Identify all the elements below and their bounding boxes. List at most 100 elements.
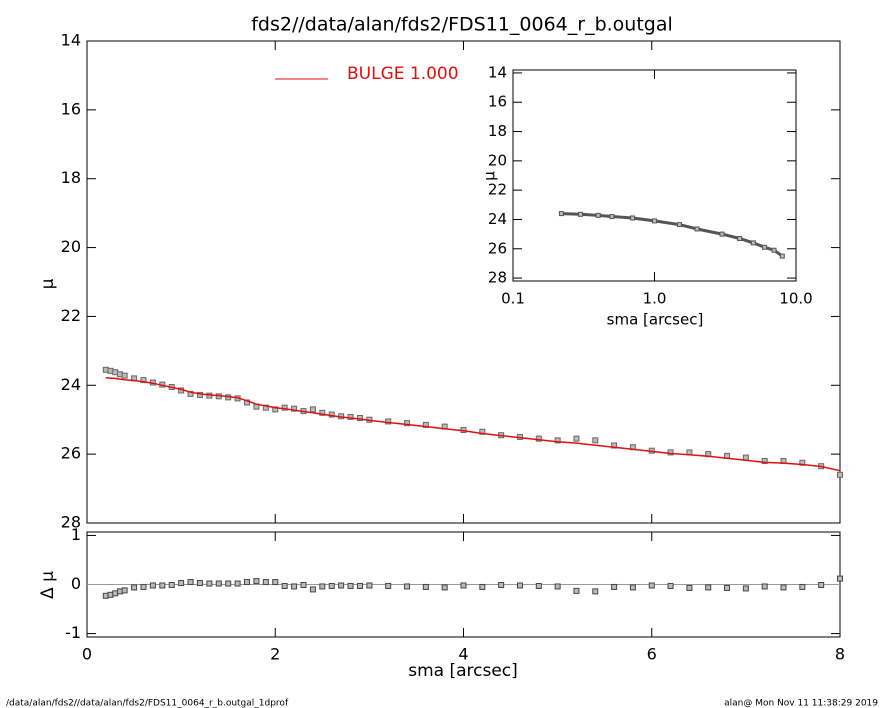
y-tick-label: 22 [61, 306, 81, 325]
data-point [272, 579, 279, 586]
series-line [105, 376, 841, 472]
data-point [187, 390, 194, 397]
data-point [737, 236, 743, 242]
data-point [196, 391, 203, 398]
inset-y-axis-label: μ [481, 171, 499, 181]
data-point [244, 579, 251, 586]
x-tick-label: 0 [82, 645, 92, 664]
data-point [121, 372, 128, 379]
data-point [149, 582, 156, 589]
data-point [780, 584, 787, 591]
data-point [837, 575, 843, 582]
data-point [404, 583, 411, 590]
y-tick-label: 24 [61, 375, 81, 394]
data-point [385, 582, 392, 589]
data-point [818, 581, 825, 588]
data-point [719, 231, 725, 237]
y-tick-label: 14 [488, 63, 507, 81]
data-point [667, 582, 674, 589]
data-point [676, 222, 682, 228]
footer-right: alan@ Mon Nov 11 11:38:29 2019 [724, 699, 878, 708]
data-point [281, 404, 288, 411]
legend-label: BULGE 1.000 [347, 64, 459, 84]
y-tick-label: 16 [488, 93, 507, 111]
y-tick-label: 16 [61, 99, 81, 118]
data-point [592, 437, 599, 444]
data-point [422, 583, 429, 590]
y-tick-label: 24 [488, 210, 507, 228]
data-point [742, 454, 749, 461]
data-point [799, 583, 806, 590]
y-tick-label: 28 [488, 269, 507, 287]
data-point [347, 582, 354, 589]
data-point [300, 581, 307, 588]
data-point [272, 406, 279, 413]
data-point [309, 586, 316, 593]
data-point [291, 405, 298, 412]
data-point [404, 420, 411, 427]
data-point [761, 458, 768, 465]
data-point [558, 211, 564, 217]
data-point [159, 582, 166, 589]
x-tick-label: 0.1 [501, 290, 525, 308]
data-point [178, 580, 185, 587]
plot-frame [512, 69, 797, 282]
data-point [648, 582, 655, 589]
data-point [799, 459, 806, 466]
data-point [140, 583, 147, 590]
inset-x-axis-label: sma [arcsec] [607, 311, 704, 329]
x-tick-label: 1.0 [643, 290, 667, 308]
y-tick-label: 28 [61, 513, 81, 532]
data-point [762, 244, 768, 250]
data-point [281, 582, 288, 589]
y-tick-label: 20 [61, 237, 81, 256]
data-point [422, 421, 429, 428]
data-point [225, 580, 232, 587]
data-point [309, 406, 316, 413]
data-point [338, 582, 345, 589]
data-point [140, 377, 147, 384]
y-tick-label: -1 [65, 623, 81, 642]
residual-y-axis-label: Δ μ [38, 571, 58, 599]
data-point [187, 579, 194, 586]
data-point [168, 581, 175, 588]
y-tick-label: 1 [71, 525, 81, 544]
data-point [609, 214, 615, 220]
data-point [319, 583, 326, 590]
y-tick-label: 26 [61, 444, 81, 463]
x-tick-label: 2 [270, 645, 280, 664]
data-point [516, 582, 523, 589]
data-point [630, 215, 636, 221]
data-point [253, 578, 260, 585]
data-point [262, 579, 269, 586]
data-point [573, 587, 580, 594]
y-tick-label: 22 [488, 181, 507, 199]
y-tick-label: 18 [488, 122, 507, 140]
x-tick-label: 6 [647, 645, 657, 664]
data-point [742, 585, 749, 592]
data-point [206, 580, 213, 587]
data-point [196, 580, 203, 587]
data-point [319, 409, 326, 416]
data-point [779, 253, 785, 259]
data-point [291, 583, 298, 590]
y-tick-label: 0 [71, 574, 81, 593]
data-point [366, 582, 373, 589]
data-point [131, 584, 138, 591]
data-point [385, 418, 392, 425]
data-point [535, 435, 542, 442]
data-point [724, 584, 731, 591]
data-point [686, 584, 693, 591]
data-point [652, 218, 657, 224]
data-point [629, 584, 636, 591]
data-point [234, 580, 241, 587]
data-point [460, 582, 467, 589]
data-point [611, 583, 618, 590]
data-point [356, 582, 363, 589]
data-point [573, 435, 580, 442]
data-point [667, 449, 674, 456]
data-point [554, 437, 561, 444]
x-tick-label: 10.0 [779, 290, 812, 308]
